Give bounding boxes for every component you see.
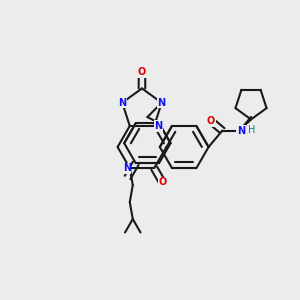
- Text: N: N: [123, 163, 131, 173]
- Text: H: H: [248, 125, 255, 135]
- Text: O: O: [138, 67, 146, 77]
- Text: O: O: [207, 116, 215, 126]
- Text: N: N: [154, 121, 163, 131]
- Text: N: N: [158, 98, 166, 108]
- Text: N: N: [118, 98, 126, 108]
- Text: N: N: [237, 126, 245, 136]
- Text: O: O: [158, 177, 166, 187]
